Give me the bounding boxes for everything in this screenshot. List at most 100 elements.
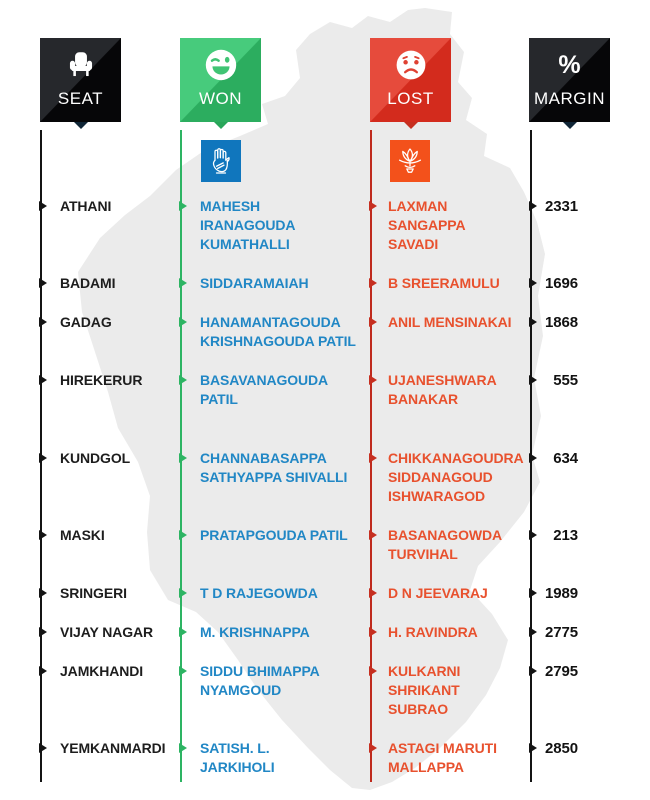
seat-marker-icon	[39, 201, 47, 211]
column-header-seat: SEAT	[40, 38, 121, 129]
margin-marker-icon	[529, 743, 537, 753]
winner-name: SIDDU BHIMAPPA NYAMGOUD	[200, 663, 320, 698]
seat-marker-icon	[39, 666, 47, 676]
loser-name: LAXMAN SANGAPPA SAVADI	[388, 198, 466, 252]
margin-value: 2850	[545, 740, 578, 757]
margin-value: 1696	[545, 275, 578, 292]
table-row: VIJAY NAGAR M. KRISHNAPPA H. RAVINDRA 27…	[39, 623, 580, 642]
lost-marker-icon	[369, 743, 377, 753]
sad-face-icon	[393, 47, 429, 83]
margin-marker-icon	[529, 375, 537, 385]
loser-name: CHIKKANAGOUDRA SIDDANAGOUD ISHWARAGOD	[388, 450, 524, 504]
table-row: YEMKANMARDI SATISH. L. JARKIHOLI ASTAGI …	[39, 739, 580, 777]
winner-name: HANAMANTAGOUDA KRISHNAGOUDA PATIL	[200, 314, 356, 349]
margin-value: 634	[553, 450, 578, 467]
percent-icon: %	[558, 51, 581, 79]
loser-name: B SREERAMULU	[388, 275, 500, 291]
results-table: ATHANI MAHESH IRANAGOUDA KUMATHALLI LAXM…	[39, 197, 580, 797]
column-header-margin-label: MARGIN	[534, 89, 605, 108]
column-header-lost-label: LOST	[387, 89, 434, 108]
margin-value: 555	[553, 372, 578, 389]
won-marker-icon	[179, 627, 187, 637]
winner-name: SATISH. L. JARKIHOLI	[200, 740, 275, 775]
lost-marker-icon	[369, 627, 377, 637]
bjp-lotus-icon	[390, 140, 430, 182]
won-marker-icon	[179, 743, 187, 753]
lost-marker-icon	[369, 317, 377, 327]
lost-marker-icon	[369, 453, 377, 463]
loser-name: ANIL MENSINAKAI	[388, 314, 512, 330]
column-header-lost: LOST	[370, 38, 451, 129]
seat-name: ATHANI	[60, 198, 112, 214]
column-header-won: WON	[180, 38, 261, 129]
margin-marker-icon	[529, 627, 537, 637]
seat-name: GADAG	[60, 314, 112, 330]
seat-name: KUNDGOL	[60, 450, 131, 466]
won-marker-icon	[179, 317, 187, 327]
table-row: SRINGERI T D RAJEGOWDA D N JEEVARAJ 1989	[39, 584, 580, 603]
seat-name: MASKI	[60, 527, 105, 543]
armchair-icon	[64, 47, 98, 83]
seat-name: VIJAY NAGAR	[60, 624, 154, 640]
seat-name: SRINGERI	[60, 585, 127, 601]
seat-name: HIREKERUR	[60, 372, 143, 388]
loser-name: KULKARNI SHRIKANT SUBRAO	[388, 663, 461, 717]
won-marker-icon	[179, 530, 187, 540]
table-row: MASKI PRATAPGOUDA PATIL BASANAGOWDA TURV…	[39, 526, 580, 564]
table-row: KUNDGOL CHANNABASAPPA SATHYAPPA SHIVALLI…	[39, 449, 580, 506]
margin-marker-icon	[529, 453, 537, 463]
seat-marker-icon	[39, 317, 47, 327]
won-marker-icon	[179, 375, 187, 385]
won-marker-icon	[179, 666, 187, 676]
loser-name: H. RAVINDRA	[388, 624, 478, 640]
won-marker-icon	[179, 278, 187, 288]
winner-name: PRATAPGOUDA PATIL	[200, 527, 348, 543]
seat-marker-icon	[39, 278, 47, 288]
lost-marker-icon	[369, 588, 377, 598]
seat-marker-icon	[39, 453, 47, 463]
won-marker-icon	[179, 588, 187, 598]
margin-value: 213	[553, 527, 578, 544]
table-row: GADAG HANAMANTAGOUDA KRISHNAGOUDA PATIL …	[39, 313, 580, 351]
seat-name: JAMKHANDI	[60, 663, 144, 679]
margin-value: 2775	[545, 624, 578, 641]
table-row: HIREKERUR BASAVANAGOUDA PATIL UJANESHWAR…	[39, 371, 580, 409]
winner-name: BASAVANAGOUDA PATIL	[200, 372, 329, 407]
margin-value: 1989	[545, 585, 578, 602]
seat-name: YEMKANMARDI	[60, 740, 166, 756]
winner-name: M. KRISHNAPPA	[200, 624, 310, 640]
table-row: BADAMI SIDDARAMAIAH B SREERAMULU 1696	[39, 274, 580, 293]
table-row: JAMKHANDI SIDDU BHIMAPPA NYAMGOUD KULKAR…	[39, 662, 580, 719]
margin-value: 2795	[545, 663, 578, 680]
congress-hand-icon	[201, 140, 241, 182]
happy-face-icon	[202, 47, 240, 83]
seat-marker-icon	[39, 375, 47, 385]
seat-name: BADAMI	[60, 275, 116, 291]
loser-name: BASANAGOWDA TURVIHAL	[388, 527, 503, 562]
seat-marker-icon	[39, 743, 47, 753]
margin-marker-icon	[529, 530, 537, 540]
margin-marker-icon	[529, 201, 537, 211]
column-header-seat-label: SEAT	[57, 89, 104, 108]
column-header-won-label: WON	[198, 89, 243, 108]
seat-marker-icon	[39, 627, 47, 637]
winner-name: T D RAJEGOWDA	[200, 585, 318, 601]
margin-marker-icon	[529, 588, 537, 598]
table-row: ATHANI MAHESH IRANAGOUDA KUMATHALLI LAXM…	[39, 197, 580, 254]
margin-marker-icon	[529, 317, 537, 327]
winner-name: SIDDARAMAIAH	[200, 275, 309, 291]
seat-marker-icon	[39, 530, 47, 540]
loser-name: UJANESHWARA BANAKAR	[388, 372, 497, 407]
winner-name: MAHESH IRANAGOUDA KUMATHALLI	[200, 198, 296, 252]
lost-marker-icon	[369, 201, 377, 211]
margin-value: 1868	[545, 314, 578, 331]
margin-value: 2331	[545, 198, 578, 215]
lost-marker-icon	[369, 375, 377, 385]
margin-marker-icon	[529, 278, 537, 288]
won-marker-icon	[179, 201, 187, 211]
lost-marker-icon	[369, 278, 377, 288]
margin-marker-icon	[529, 666, 537, 676]
loser-name: ASTAGI MARUTI MALLAPPA	[388, 740, 497, 775]
won-marker-icon	[179, 453, 187, 463]
